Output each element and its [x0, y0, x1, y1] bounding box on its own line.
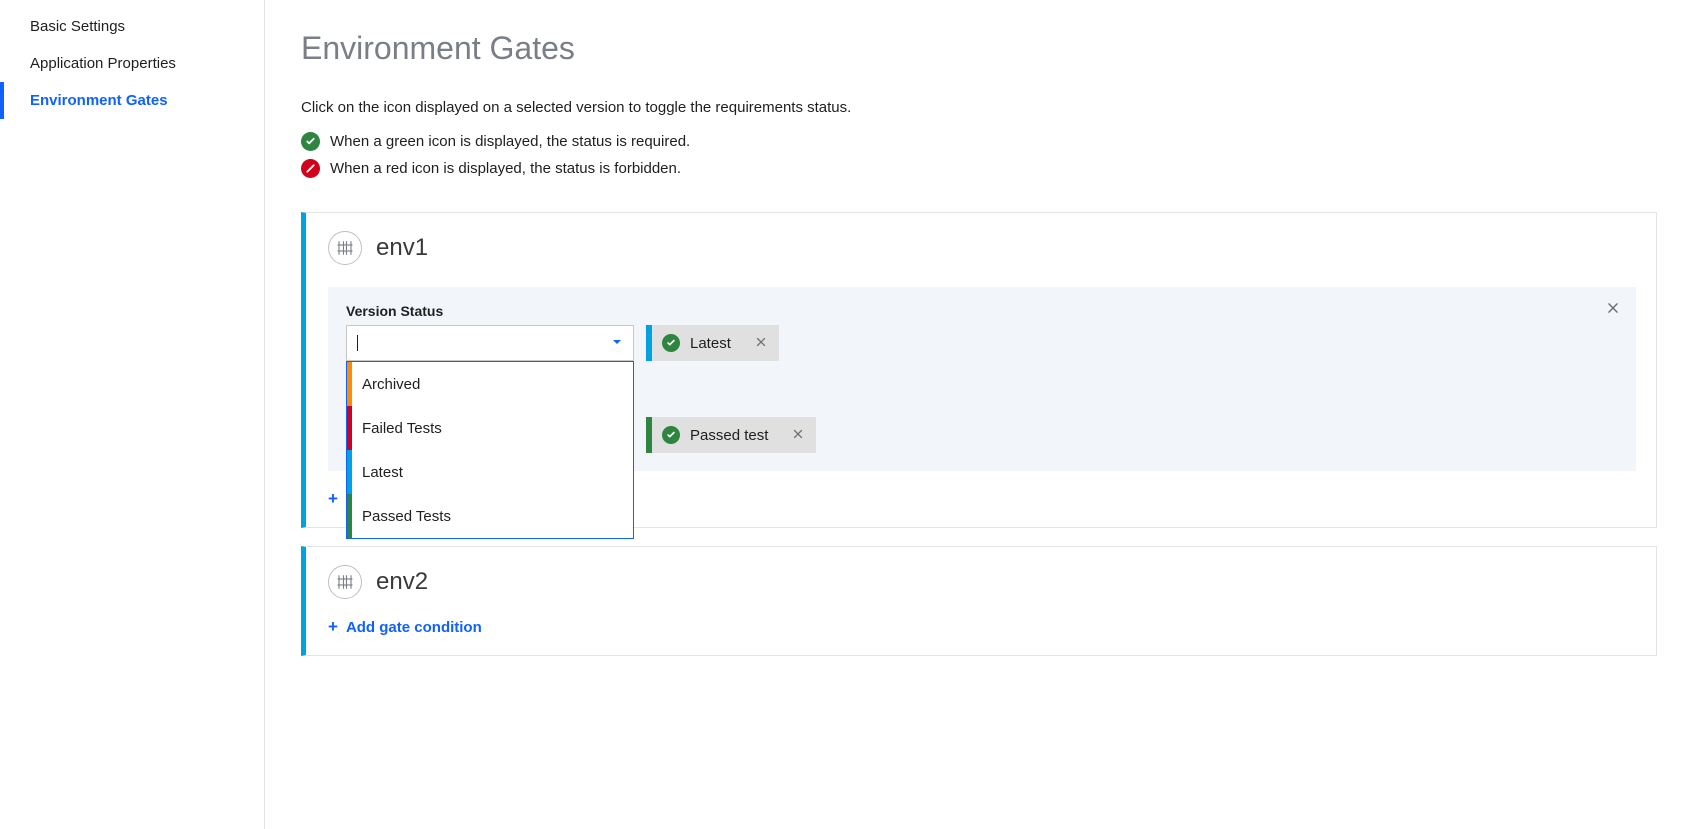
- select-placeholder: [357, 335, 358, 351]
- environment-icon: [328, 565, 362, 599]
- environment-icon: [328, 231, 362, 265]
- environment-header: env2: [328, 565, 1636, 599]
- plus-icon: +: [328, 617, 338, 637]
- status-chip-latest: Latest: [646, 325, 779, 361]
- status-color-bar: [347, 450, 352, 494]
- environment-name: env2: [376, 568, 428, 596]
- chip-label: Latest: [690, 335, 731, 352]
- legend-required-text: When a green icon is displayed, the stat…: [330, 133, 690, 150]
- legend-required: When a green icon is displayed, the stat…: [301, 132, 1657, 151]
- status-required-icon[interactable]: [662, 334, 680, 352]
- status-required-icon[interactable]: [662, 426, 680, 444]
- page-title: Environment Gates: [301, 30, 1657, 67]
- version-status-label: Version Status: [346, 303, 1618, 319]
- sidebar-item-basic-settings[interactable]: Basic Settings: [0, 8, 264, 45]
- add-gate-condition-button[interactable]: + Add gate condition: [328, 617, 482, 637]
- environment-card-env2: env2 + Add gate condition: [301, 546, 1657, 656]
- chip-label: Passed test: [690, 427, 768, 444]
- status-color-bar: [347, 494, 352, 538]
- plus-icon: +: [328, 489, 338, 509]
- status-row: Archived Failed Tests Latest: [346, 325, 1618, 361]
- legend-forbidden: When a red icon is displayed, the status…: [301, 159, 1657, 178]
- dropdown-item-label: Archived: [362, 376, 420, 393]
- status-color-bar: [347, 362, 352, 406]
- environment-header: env1: [328, 231, 1636, 265]
- gate-panel: Version Status Arc: [328, 287, 1636, 471]
- status-chip-passed-test: Passed test: [646, 417, 816, 453]
- sidebar: Basic Settings Application Properties En…: [0, 0, 265, 829]
- dropdown-item-failed-tests[interactable]: Failed Tests: [347, 406, 633, 450]
- dropdown-item-archived[interactable]: Archived: [347, 362, 633, 406]
- version-status-dropdown: Archived Failed Tests Latest: [346, 361, 634, 539]
- dropdown-item-label: Latest: [362, 464, 403, 481]
- sidebar-item-application-properties[interactable]: Application Properties: [0, 45, 264, 82]
- status-color-bar: [347, 406, 352, 450]
- close-panel-button[interactable]: [1606, 301, 1620, 319]
- legend-forbidden-text: When a red icon is displayed, the status…: [330, 160, 681, 177]
- environment-card-env1: env1 Version Status: [301, 212, 1657, 528]
- version-status-select[interactable]: [346, 325, 634, 361]
- check-circle-icon: [301, 132, 320, 151]
- dropdown-item-label: Passed Tests: [362, 508, 451, 525]
- sidebar-item-environment-gates[interactable]: Environment Gates: [0, 82, 264, 119]
- remove-chip-button[interactable]: [755, 335, 767, 352]
- dropdown-item-latest[interactable]: Latest: [347, 450, 633, 494]
- forbidden-circle-icon: [301, 159, 320, 178]
- add-gate-condition-label: Add gate condition: [346, 619, 482, 636]
- dropdown-item-label: Failed Tests: [362, 420, 442, 437]
- dropdown-item-passed-tests[interactable]: Passed Tests: [347, 494, 633, 538]
- environment-name: env1: [376, 234, 428, 262]
- main-content: Environment Gates Click on the icon disp…: [265, 0, 1693, 829]
- remove-chip-button[interactable]: [792, 427, 804, 444]
- page-description: Click on the icon displayed on a selecte…: [301, 99, 1657, 116]
- chevron-down-icon: [611, 335, 623, 352]
